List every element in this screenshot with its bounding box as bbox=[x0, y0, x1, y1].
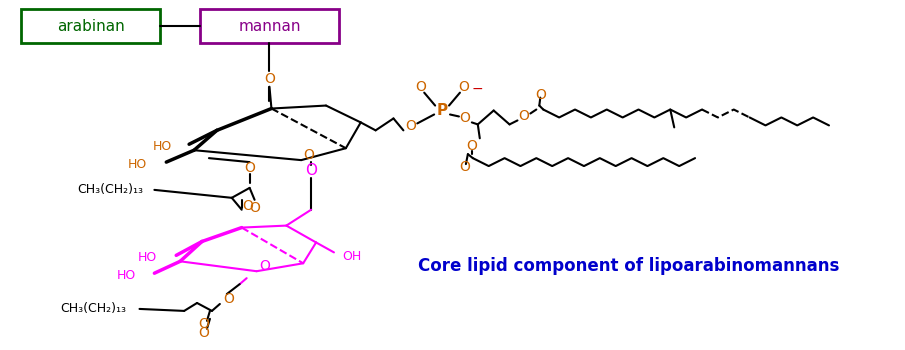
Text: O: O bbox=[244, 161, 255, 175]
Text: O: O bbox=[304, 148, 315, 162]
Text: −: − bbox=[472, 82, 483, 96]
Text: CH₃(CH₂)₁₃: CH₃(CH₂)₁₃ bbox=[78, 183, 144, 196]
Text: O: O bbox=[466, 139, 477, 153]
Text: arabinan: arabinan bbox=[57, 19, 125, 34]
Text: O: O bbox=[224, 292, 234, 306]
Text: O: O bbox=[459, 80, 470, 94]
FancyBboxPatch shape bbox=[200, 9, 338, 43]
Text: HO: HO bbox=[117, 269, 137, 282]
Text: O: O bbox=[249, 201, 260, 215]
Text: OH: OH bbox=[342, 250, 361, 263]
Text: mannan: mannan bbox=[238, 19, 300, 34]
Text: O: O bbox=[518, 110, 529, 124]
Text: HO: HO bbox=[153, 140, 172, 153]
Text: O: O bbox=[305, 162, 317, 177]
Text: O: O bbox=[264, 72, 275, 86]
Text: Core lipid component of lipoarabinomannans: Core lipid component of lipoarabinomanna… bbox=[418, 257, 839, 275]
Text: O: O bbox=[243, 199, 253, 213]
Text: O: O bbox=[460, 160, 471, 174]
Text: O: O bbox=[198, 326, 209, 340]
Text: O: O bbox=[198, 317, 209, 331]
FancyBboxPatch shape bbox=[22, 9, 160, 43]
Text: HO: HO bbox=[138, 251, 157, 264]
Text: O: O bbox=[414, 80, 425, 94]
Text: P: P bbox=[436, 103, 448, 118]
Text: O: O bbox=[405, 119, 415, 133]
Text: O: O bbox=[460, 111, 471, 125]
Text: CH₃(CH₂)₁₃: CH₃(CH₂)₁₃ bbox=[60, 302, 126, 315]
Text: HO: HO bbox=[128, 158, 148, 170]
Text: O: O bbox=[535, 88, 546, 102]
Text: O: O bbox=[259, 259, 270, 273]
